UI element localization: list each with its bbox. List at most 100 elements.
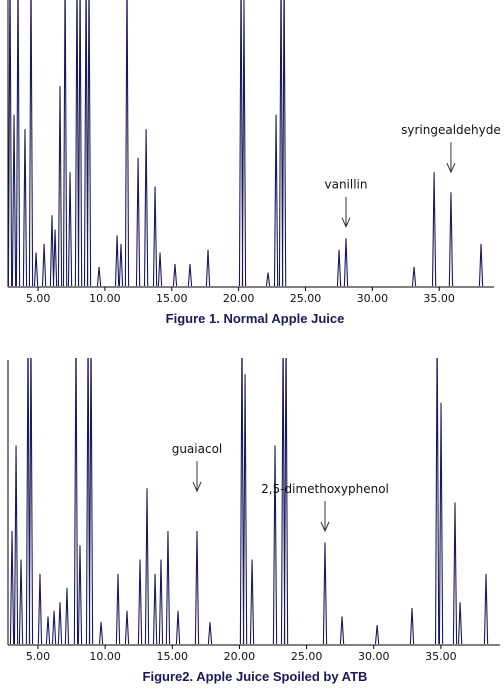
x-tick-label: 15.00 — [157, 650, 189, 663]
peak — [8, 0, 13, 287]
peak — [49, 215, 55, 287]
peak — [457, 602, 463, 645]
peak — [83, 0, 89, 287]
peak — [28, 358, 34, 645]
peak — [52, 229, 58, 287]
peak — [272, 445, 278, 645]
peak — [194, 530, 200, 645]
annotation: 2,5-dimethoxyphenol — [261, 482, 389, 496]
annotation: syringealdehyde — [401, 123, 501, 137]
peak — [409, 607, 415, 645]
x-tick-label: 5.00 — [26, 292, 51, 305]
peak — [280, 358, 286, 645]
x-tick-label: 5.00 — [26, 650, 51, 663]
peak — [57, 602, 63, 645]
peak — [374, 625, 380, 645]
peak — [33, 252, 39, 287]
peak — [238, 0, 244, 287]
x-tick-label: 20.00 — [224, 650, 256, 663]
peak — [115, 573, 121, 645]
peak — [172, 264, 178, 287]
peak — [478, 243, 484, 287]
peak — [242, 374, 248, 645]
peak — [9, 530, 15, 645]
peak — [57, 86, 63, 287]
x-tick-label: 20.00 — [223, 292, 255, 305]
peak — [18, 559, 24, 645]
peak — [265, 272, 271, 287]
peak — [434, 358, 440, 645]
peak — [77, 0, 83, 287]
peak — [13, 445, 19, 645]
x-tick-label: 15.00 — [156, 292, 188, 305]
peak — [62, 0, 68, 287]
annotation: vanillin — [324, 178, 367, 192]
peak — [86, 0, 92, 287]
peak — [85, 358, 91, 645]
peak — [483, 573, 489, 645]
peak — [152, 573, 158, 645]
peak — [157, 252, 163, 287]
peak — [118, 243, 124, 287]
peak — [239, 358, 245, 645]
trace — [8, 0, 484, 287]
peak — [64, 587, 70, 645]
peak — [278, 0, 284, 287]
peak — [205, 249, 211, 287]
peak — [41, 243, 47, 287]
x-tick-label: 10.00 — [89, 650, 121, 663]
peak — [431, 172, 437, 287]
arrow-head — [446, 162, 456, 174]
peak — [135, 157, 141, 287]
peak — [144, 488, 150, 645]
peak — [452, 502, 458, 645]
arrow-head — [320, 521, 330, 533]
peak — [45, 616, 51, 645]
peak — [25, 358, 31, 645]
peak — [77, 545, 83, 645]
peak — [411, 266, 417, 287]
arrow-head — [192, 481, 202, 493]
peak — [158, 559, 164, 645]
peak — [88, 358, 94, 645]
peak — [114, 235, 120, 287]
peak — [336, 249, 342, 287]
peak — [51, 610, 57, 645]
trace — [9, 358, 489, 645]
peak — [175, 610, 181, 645]
peak — [143, 129, 149, 287]
peak — [67, 172, 73, 287]
peak — [322, 542, 328, 645]
x-tick-label: 35.00 — [425, 650, 457, 663]
peak — [98, 622, 104, 645]
x-tick-label: 30.00 — [358, 650, 390, 663]
arrow-head — [341, 217, 351, 228]
peak — [339, 616, 345, 645]
peak — [207, 622, 213, 645]
peak — [187, 264, 193, 287]
peak — [22, 129, 28, 287]
caption: Figure2. Apple Juice Spoiled by ATB — [143, 669, 368, 684]
peak — [28, 0, 34, 287]
peak — [137, 559, 143, 645]
peak — [283, 358, 289, 645]
peak — [281, 0, 287, 287]
x-tick-label: 25.00 — [291, 650, 323, 663]
peak — [165, 530, 171, 645]
x-tick-label: 35.00 — [423, 292, 455, 305]
peak — [241, 0, 247, 287]
peak — [11, 114, 17, 287]
x-tick-label: 25.00 — [290, 292, 322, 305]
x-tick-label: 30.00 — [357, 292, 389, 305]
peak — [124, 0, 130, 287]
peak — [152, 186, 158, 287]
peak — [124, 610, 130, 645]
caption: Figure 1. Normal Apple Juice — [166, 311, 345, 326]
peak — [74, 0, 80, 287]
peak — [73, 358, 79, 645]
peak — [249, 559, 255, 645]
x-tick-label: 10.00 — [89, 292, 121, 305]
annotation: guaiacol — [172, 442, 223, 456]
